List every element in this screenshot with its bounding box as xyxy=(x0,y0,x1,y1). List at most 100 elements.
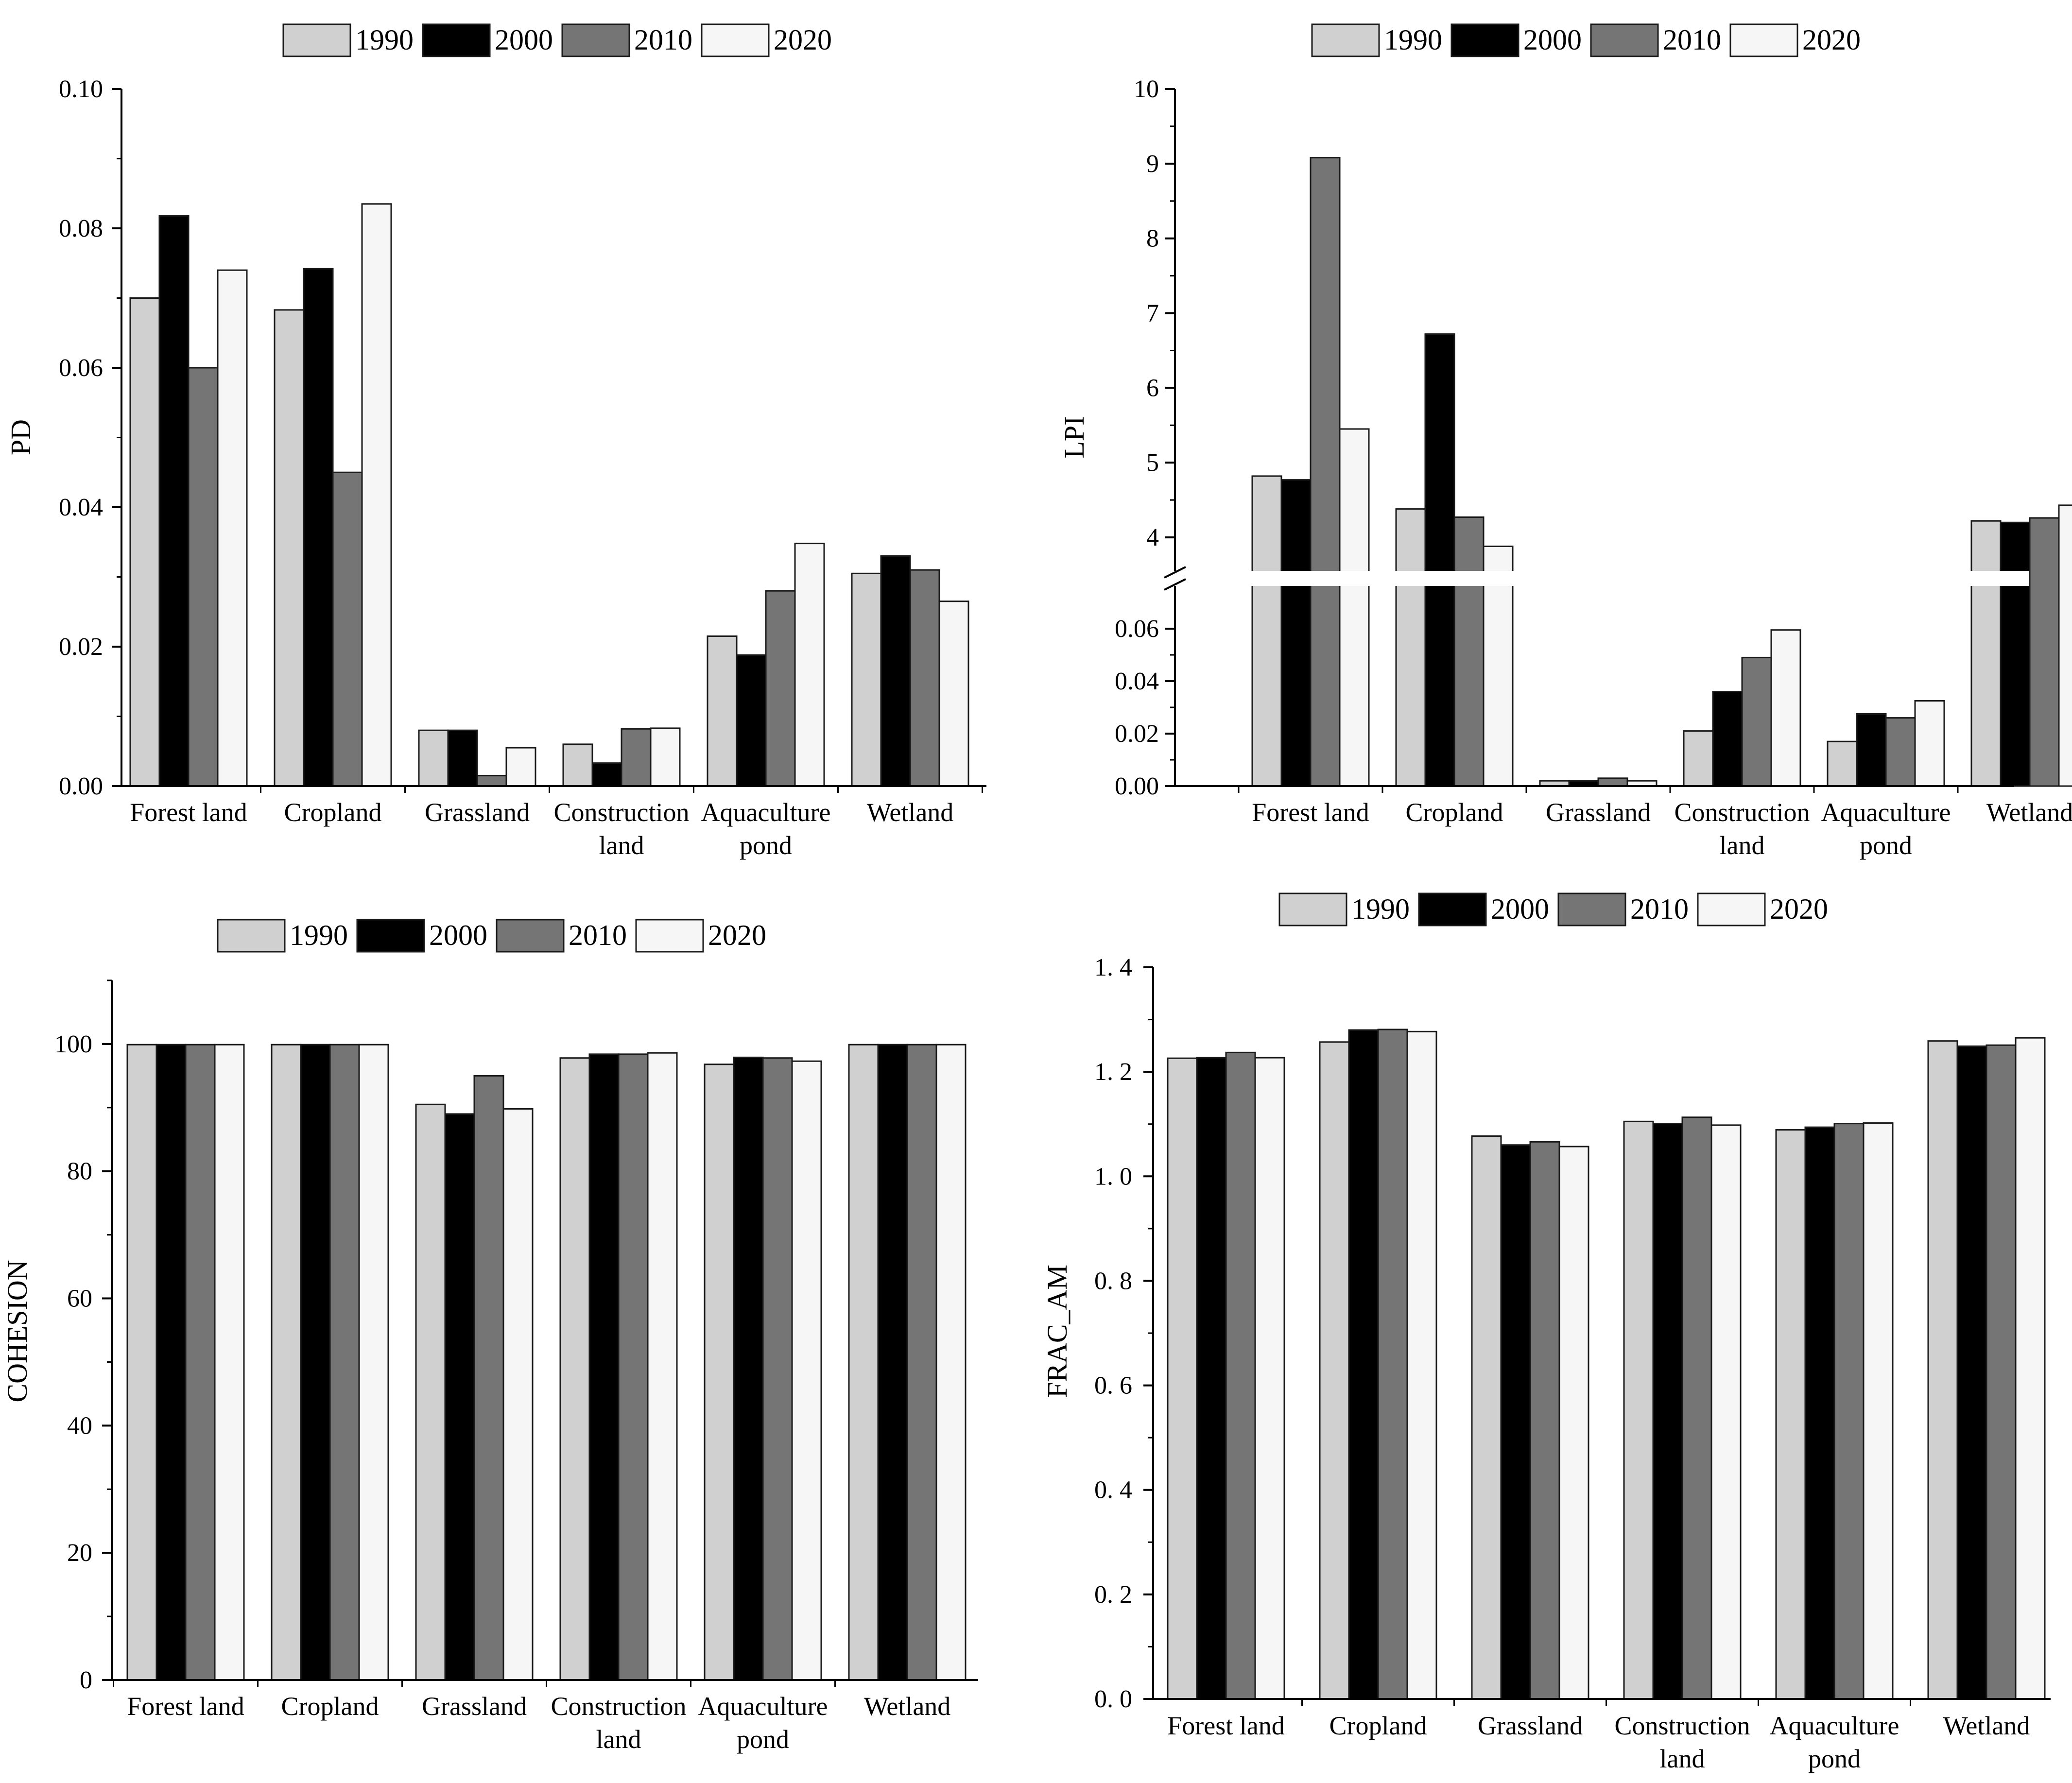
legend-label-1990: 1990 xyxy=(1384,24,1442,56)
bar-2010 xyxy=(906,1044,937,1681)
bar-2000 xyxy=(1424,333,1455,787)
bar-2020 xyxy=(214,1044,245,1681)
bar-2000 xyxy=(300,1044,331,1681)
bar-2010 xyxy=(621,728,652,787)
bar-2000 xyxy=(158,215,190,787)
category-label: Aquaculture pond xyxy=(1821,798,1951,860)
bar-2020 xyxy=(1710,1124,1742,1700)
category-label-line: land xyxy=(596,1725,641,1754)
category-label-line: Grassland xyxy=(425,798,530,827)
category-label-line: Aquaculture xyxy=(701,798,831,827)
bar-2000 xyxy=(591,762,622,787)
bar-2000 xyxy=(1956,1045,1987,1700)
bar-1990 xyxy=(1471,1135,1502,1700)
bar-2020 xyxy=(1254,1057,1285,1700)
category-label-line: land xyxy=(1720,831,1765,860)
bar-2010 xyxy=(1741,656,1772,787)
y-tick-label: 0 xyxy=(80,1666,92,1694)
bar-1990 xyxy=(1827,740,1858,787)
bar-2010 xyxy=(1225,1051,1256,1700)
legend-label-1990: 1990 xyxy=(290,919,348,951)
bar-2020 xyxy=(938,600,969,787)
legend-swatch-2010 xyxy=(1557,892,1626,926)
category-label-line: Aquaculture xyxy=(698,1692,828,1721)
bar-2020 xyxy=(358,1044,389,1681)
y-tick-label: 0. 2 xyxy=(1094,1581,1132,1609)
bar-1990 xyxy=(562,743,593,787)
category-label-line: pond xyxy=(1860,831,1912,860)
legend-label-2010: 2010 xyxy=(569,919,627,951)
category-label: Cropland xyxy=(1406,798,1503,827)
bar-2010 xyxy=(1681,1116,1712,1700)
bar-2020 xyxy=(502,1108,534,1681)
y-tick-label: 0.00 xyxy=(59,772,103,800)
bar-2010 xyxy=(185,1044,216,1681)
y-tick-label: 7 xyxy=(1146,300,1159,327)
bar-2010 xyxy=(765,590,796,787)
bar-1990 xyxy=(418,729,449,787)
y-axis-label: FRAC_AM xyxy=(1041,1265,1073,1398)
bar-2010 xyxy=(1453,516,1485,787)
category-label-line: Grassland xyxy=(1478,1711,1583,1740)
bar-2010 xyxy=(1986,1044,2017,1700)
category-label: Grassland xyxy=(1546,798,1651,827)
category-label: Aquaculture pond xyxy=(701,798,831,860)
legend-swatch-2020 xyxy=(1729,23,1798,57)
bar-2000 xyxy=(1348,1029,1379,1700)
category-label: Construction land xyxy=(1615,1711,1750,1773)
bar-2020 xyxy=(2015,1037,2046,1700)
bar-2000 xyxy=(588,1053,620,1681)
bar-1990 xyxy=(1167,1057,1198,1700)
category-label-line: Wetland xyxy=(1943,1711,2030,1740)
category-label-line: Grassland xyxy=(1546,798,1651,827)
bar-1990 xyxy=(1251,475,1282,787)
bar-2020 xyxy=(1770,629,1801,787)
legend-label-2020: 2020 xyxy=(1770,893,1828,925)
category-label: Forest land xyxy=(1167,1711,1284,1740)
legend-swatch-2010 xyxy=(496,919,565,953)
bar-1990 xyxy=(415,1103,446,1681)
category-label: Wetland xyxy=(864,1692,951,1721)
bar-2010 xyxy=(762,1057,793,1681)
category-label-line: Cropland xyxy=(1406,798,1503,827)
category-label: Construction land xyxy=(1675,798,1810,860)
bar-2020 xyxy=(361,203,392,787)
legend-label-1990: 1990 xyxy=(355,24,414,56)
bar-2000 xyxy=(1500,1144,1531,1700)
bar-1990 xyxy=(559,1057,590,1681)
category-label-line: Construction xyxy=(1615,1711,1750,1740)
bar-2010 xyxy=(1529,1141,1560,1700)
category-label: Forest land xyxy=(127,1692,244,1721)
y-tick-label: 0.00 xyxy=(1115,772,1159,800)
bar-2010 xyxy=(1377,1029,1408,1700)
category-label-line: Wetland xyxy=(864,1692,951,1721)
category-label: Grassland xyxy=(422,1692,527,1721)
bar-2000 xyxy=(1804,1126,1835,1700)
y-tick-label: 40 xyxy=(67,1412,92,1440)
category-label: Cropland xyxy=(284,798,382,827)
bar-2020 xyxy=(1483,546,1514,787)
bar-1990 xyxy=(848,1044,879,1681)
y-tick-label: 8 xyxy=(1146,225,1159,253)
bar-1990 xyxy=(851,572,882,787)
y-tick-label: 9 xyxy=(1146,150,1159,178)
legend-label-2010: 2010 xyxy=(634,24,692,56)
y-tick-label: 0.06 xyxy=(1115,615,1159,643)
bar-2010 xyxy=(909,569,940,787)
cohesion-chart: 1990 2000 2010 2020 0 20 40 60 80 100 Forest land C… xyxy=(1,919,978,1754)
category-label-line: land xyxy=(1660,1744,1705,1773)
legend-swatch-2020 xyxy=(635,919,704,953)
y-axis-label: PD xyxy=(5,419,36,455)
bar-2020 xyxy=(217,269,248,787)
legend-label-2020: 2020 xyxy=(774,24,832,56)
category-label-line: Grassland xyxy=(422,1692,527,1721)
legend-label-2000: 2000 xyxy=(495,24,553,56)
pd-chart: 1990 2000 2010 2020 0.00 0.02 0.04 0.06 0.08 0.10… xyxy=(5,23,986,860)
category-label-line: Forest land xyxy=(127,1692,244,1721)
legend-swatch-2020 xyxy=(1697,892,1766,926)
bar-2000 xyxy=(733,1056,764,1681)
y-tick-label: 1. 4 xyxy=(1094,954,1132,981)
category-label-line: Forest land xyxy=(1252,798,1369,827)
category-label-line: Forest land xyxy=(130,798,247,827)
bar-1990 xyxy=(126,1044,157,1681)
